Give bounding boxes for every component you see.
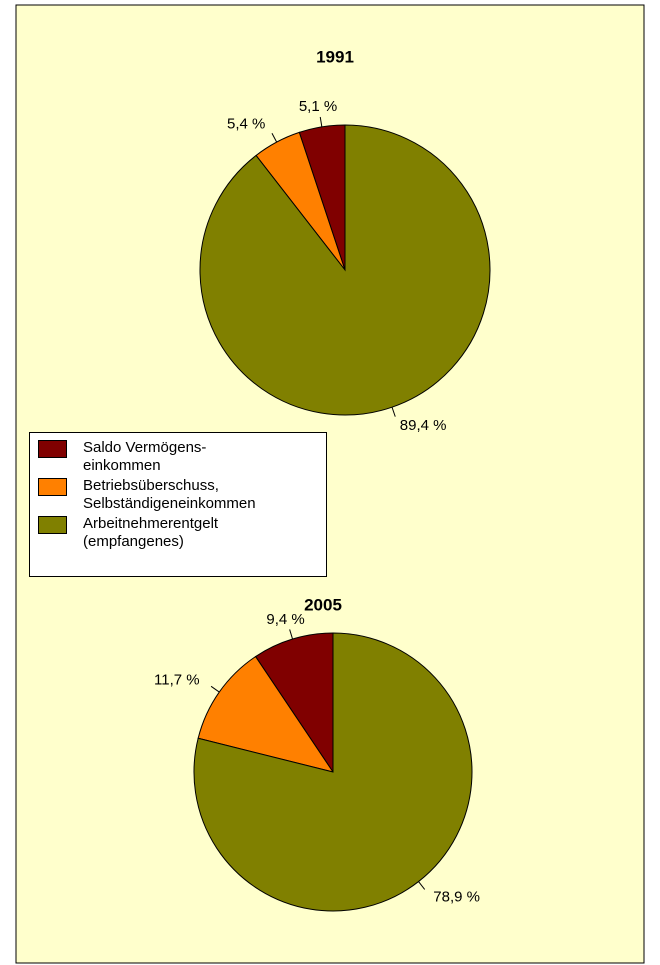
leader-line [210,685,220,693]
leader-line [391,407,396,417]
legend-label: Arbeitnehmerentgelt (empfangenes) [83,515,219,550]
legend-swatch [38,516,67,534]
leader-line [418,881,426,890]
legend-label: Saldo Vermögens- einkommen [83,439,207,474]
data-label: 5,1 % [299,98,337,115]
legend-item: Betriebsüberschuss, Selbständigeneinkomm… [38,477,318,513]
legend: Saldo Vermögens- einkommen Betriebsübersc… [29,432,327,577]
leader-line [319,116,323,127]
data-label: 89,4 % [400,417,447,434]
leader-line [289,629,294,640]
pie-slice [199,124,491,416]
chart-title: 2005 [304,595,342,614]
data-label: 5,4 % [227,115,265,132]
legend-label: Betriebsüberschuss, Selbständigeneinkomm… [83,477,256,512]
legend-item: Arbeitnehmerentgelt (empfangenes) [38,515,318,551]
leader-line [271,133,278,143]
chart-title: 1991 [316,47,354,66]
legend-swatch [38,478,67,496]
data-label: 78,9 % [433,888,480,905]
legend-item: Saldo Vermögens- einkommen [38,439,318,475]
pie-slice [193,632,473,912]
pie-slice [197,655,335,773]
data-label: 9,4 % [266,611,304,628]
legend-swatch [38,440,67,458]
pie-slice [254,632,334,774]
data-label: 11,7 % [154,672,200,689]
